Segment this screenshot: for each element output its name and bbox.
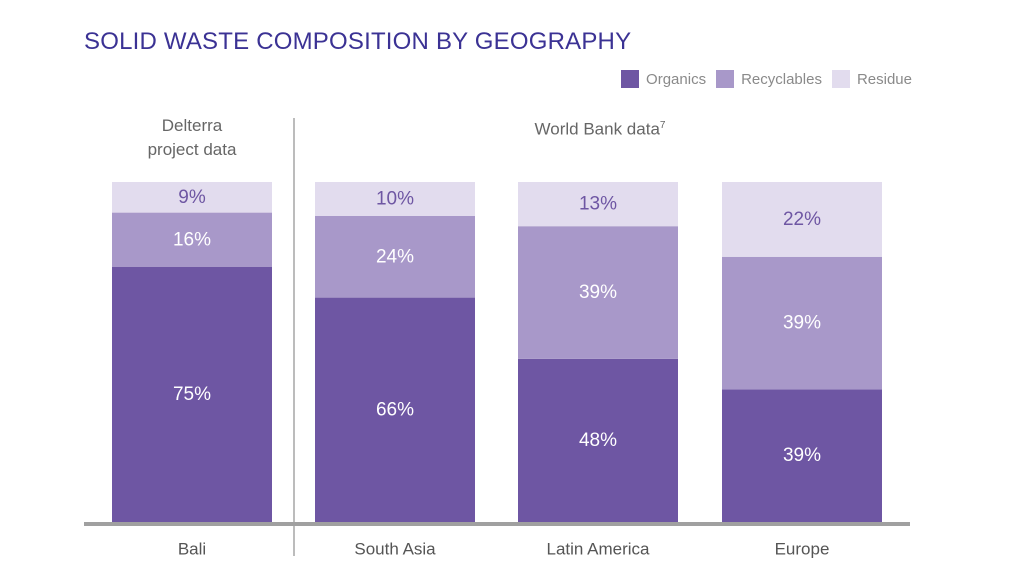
bar-bali-recyclables — [112, 212, 272, 267]
category-label-bali: Bali — [178, 540, 206, 559]
group-label-world-bank: World Bank data7 — [490, 114, 710, 142]
bar-latin-america-residue — [518, 182, 678, 227]
legend-swatch-recyclables — [716, 70, 735, 88]
legend-label-recyclables: Recyclables — [741, 70, 822, 88]
bar-europe-organics — [722, 389, 882, 522]
bars-layer: 75% 16% 9% 66% 24% 10% 48% 39% 13% 39% 39% 22% — [112, 182, 882, 522]
legend-swatch-residue — [831, 70, 850, 88]
bar-latin-america-recyclables — [518, 226, 678, 359]
group-label-world-bank-text: World Bank data — [534, 119, 660, 139]
bar-europe-residue — [722, 182, 882, 257]
category-label-europe: Europe — [775, 540, 830, 559]
data-label-europe-recyclables: 39% — [783, 313, 821, 334]
bar-latin-america-organics — [518, 358, 678, 522]
data-label-europe-residue: 22% — [783, 209, 821, 230]
data-label-bali-recyclables: 16% — [173, 229, 211, 250]
group-label-delterra-line2: project data — [147, 140, 237, 159]
data-label-south-asia-residue: 10% — [376, 189, 414, 210]
data-label-latin-america-residue: 13% — [579, 194, 617, 215]
bar-south-asia-organics — [315, 297, 475, 522]
bar-europe-recyclables — [722, 256, 882, 390]
legend-swatch-organics — [621, 70, 640, 88]
data-label-south-asia-recyclables: 24% — [376, 246, 414, 267]
legend-label-residue: Residue — [856, 70, 912, 88]
legend-item-residue: Residue — [831, 70, 912, 88]
data-label-europe-organics: 39% — [783, 445, 821, 466]
category-label-latin-america: Latin America — [547, 540, 651, 559]
legend: Organics Recyclables Residue — [621, 70, 912, 88]
data-label-bali-organics: 75% — [173, 384, 211, 405]
group-label-world-bank-footnote: 7 — [659, 120, 666, 131]
legend-item-recyclables: Recyclables — [716, 70, 822, 88]
bar-bali-residue — [112, 182, 272, 213]
data-label-latin-america-recyclables: 39% — [579, 282, 617, 303]
bar-south-asia-recyclables — [315, 216, 475, 298]
data-label-south-asia-organics: 66% — [376, 399, 414, 420]
group-label-delterra: Delterra project data — [112, 114, 272, 162]
chart-title: SOLID WASTE COMPOSITION BY GEOGRAPHY — [84, 28, 632, 55]
legend-label-organics: Organics — [646, 70, 707, 88]
bar-south-asia-residue — [315, 182, 475, 216]
category-label-south-asia: South Asia — [354, 540, 436, 559]
category-labels-layer: Bali South Asia Latin America Europe — [178, 540, 830, 559]
data-label-latin-america-organics: 48% — [579, 430, 617, 451]
data-label-bali-residue: 9% — [178, 187, 206, 208]
legend-item-organics: Organics — [621, 70, 706, 88]
group-label-delterra-line1: Delterra — [161, 116, 223, 135]
bar-bali-organics — [112, 267, 272, 522]
